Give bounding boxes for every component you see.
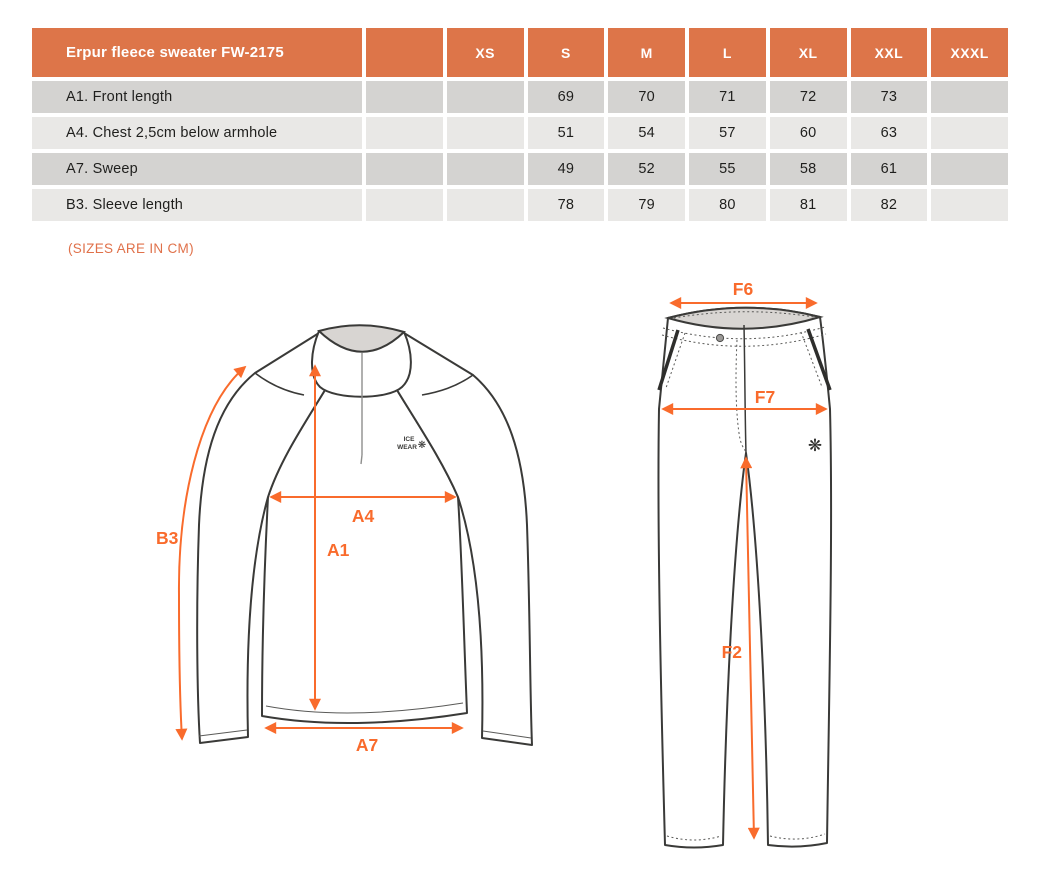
table-cell: 79 [608,189,685,221]
waist-button [715,333,725,343]
sweater-collar-inner [317,324,406,353]
col-header-xxl: XXL [850,28,928,77]
col-header-s: S [527,28,605,77]
table-cell [446,189,524,221]
a1-label: A1 [327,540,350,560]
table-cell: 81 [769,189,847,221]
table-cell: 58 [769,153,847,185]
col-header-l: L [689,28,766,77]
table-cell [366,189,443,221]
b3-sleeve-arrow [175,365,247,741]
table-cell: 72 [769,81,847,113]
row-label: A1. Front length [32,81,362,113]
table-cell [931,153,1008,185]
f7-label: F7 [755,387,775,407]
table-cell [931,189,1008,221]
table-cell: 82 [850,189,928,221]
icewear-logo-snowflake-icon: ❋ [418,440,426,451]
pants-snowflake-icon: ❋ [808,436,822,456]
table-cell: 60 [769,117,847,149]
table-cell [366,81,443,113]
table-cell: 55 [689,153,766,185]
table-cell: 80 [689,189,766,221]
a7-label: A7 [356,735,378,755]
row-label: B3. Sleeve length [32,189,362,221]
sweater-right-sleeve [396,332,533,746]
table-cell: 69 [527,81,605,113]
right-pocket [806,328,832,391]
col-header-xs: XS [446,28,524,77]
table-cell: 71 [689,81,766,113]
table-cell: 70 [608,81,685,113]
table-cell: 49 [527,153,605,185]
f2-inseam-arrow [740,456,760,840]
table-cell: 57 [689,117,766,149]
table-cell: 73 [850,81,928,113]
table-cell [446,153,524,185]
table-cell [446,117,524,149]
f2-label: F2 [722,642,743,662]
row-label: A4. Chest 2,5cm below armhole [32,117,362,149]
table-cell: 52 [608,153,685,185]
table-cell [446,81,524,113]
pants-waistband-inner [664,306,824,330]
a4-label: A4 [352,506,375,526]
col-header-xl: XL [769,28,847,77]
b3-label: B3 [156,528,179,548]
row-label: A7. Sweep [32,153,362,185]
col-header-m: M [608,28,685,77]
col-header-blank [366,28,443,77]
size-table: Erpur fleece sweater FW-2175 XS S M L XL… [32,28,1008,221]
col-header-xxxl: XXXL [931,28,1008,77]
icewear-logo-line1: ICE [404,436,416,443]
table-cell: 63 [850,117,928,149]
left-pocket [657,329,680,391]
pants-measurement-diagram: ❋ F6 F7 F2 [657,279,833,849]
table-cell [931,81,1008,113]
icewear-logo-line2: WEAR [397,444,417,451]
table-title: Erpur fleece sweater FW-2175 [32,28,362,77]
f6-label: F6 [733,279,754,299]
table-cell: 54 [608,117,685,149]
sweater-measurement-diagram: ICE WEAR ❋ B3 A4 A1 A7 [156,324,533,755]
table-cell: 78 [527,189,605,221]
sizes-unit-note: (SIZES ARE IN CM) [68,241,194,256]
table-cell: 51 [527,117,605,149]
table-cell [366,153,443,185]
table-cell: 61 [850,153,928,185]
table-cell [366,117,443,149]
table-cell [931,117,1008,149]
